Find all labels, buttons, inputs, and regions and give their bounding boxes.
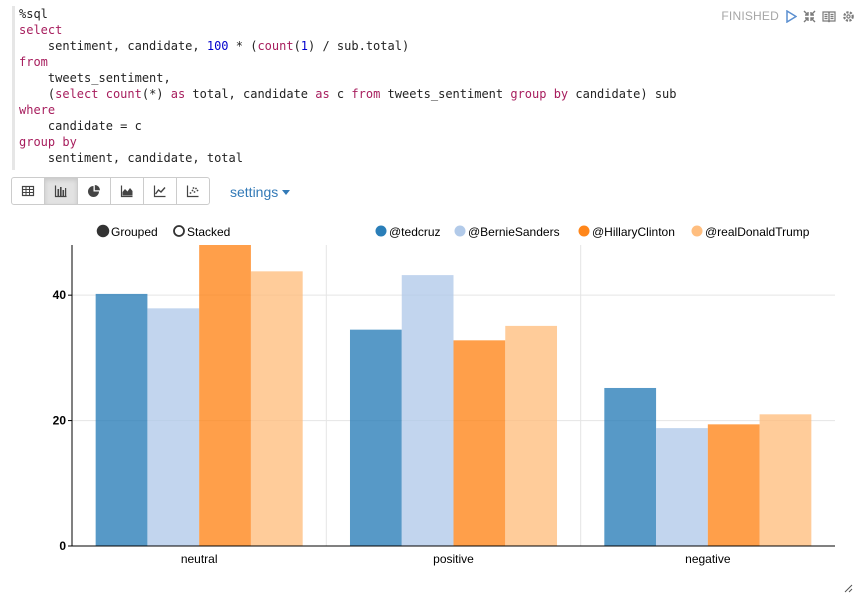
code-token: from [351, 87, 381, 101]
x-tick-label: neutral [181, 552, 218, 566]
sql-editor[interactable]: %sql select sentiment, candidate, 100 * … [12, 6, 712, 170]
x-tick-label: positive [433, 552, 474, 566]
code-line: candidate = c [19, 119, 142, 133]
scatter-chart-icon [186, 185, 199, 198]
bar[interactable] [95, 293, 148, 546]
area-chart-button[interactable] [110, 177, 144, 205]
code-token: total, candidate [185, 87, 316, 101]
grouped-label[interactable]: Grouped [111, 225, 158, 239]
legend-label[interactable]: @tedcruz [389, 225, 441, 239]
y-tick-label: 0 [59, 539, 66, 553]
legend-swatch[interactable] [691, 225, 703, 237]
scatter-chart-button[interactable] [176, 177, 210, 205]
area-chart-icon [120, 185, 133, 198]
bar[interactable] [199, 245, 251, 546]
visualization-toolbar [11, 177, 210, 205]
status-text: FINISHED [721, 9, 779, 23]
bar-chart: 0 20 40 neutral positive negative Grouped Stack… [53, 224, 835, 566]
code-line: %sql [19, 7, 48, 21]
code-line: sentiment, candidate, 100 * (count(1) / … [19, 39, 409, 53]
code-token: %sql [19, 7, 48, 21]
code-line: sentiment, candidate, total [19, 151, 243, 165]
code-line: (select count(*) as total, candidate as … [19, 87, 677, 101]
settings-dropdown[interactable]: settings [230, 184, 291, 200]
code-token: c [329, 87, 352, 101]
table-icon [21, 185, 35, 197]
code-token: group by [510, 87, 569, 101]
code-line: tweets_sentiment, [19, 71, 171, 85]
code-token: where [19, 103, 56, 117]
settings-label: settings [230, 184, 279, 200]
bar[interactable] [604, 387, 657, 546]
bar-chart-button[interactable] [44, 177, 78, 205]
gear-icon[interactable] [842, 10, 855, 23]
code-token: sentiment, candidate, [19, 39, 207, 53]
code-token: 100 [206, 39, 229, 53]
code-token: count [105, 87, 142, 101]
collapse-icon[interactable] [803, 10, 816, 23]
code-token: as [170, 87, 186, 101]
code-line: from [19, 55, 48, 69]
stacked-label[interactable]: Stacked [187, 225, 230, 239]
y-tick-label: 40 [53, 288, 67, 302]
code-token: count [257, 39, 294, 53]
sql-code[interactable]: %sql select sentiment, candidate, 100 * … [19, 6, 712, 166]
x-tick-label: negative [685, 552, 731, 566]
paragraph-status-bar: FINISHED [721, 9, 855, 23]
legend-swatch[interactable] [578, 225, 590, 237]
bar-chart-icon [54, 185, 67, 198]
code-token: sentiment, candidate, total [19, 151, 243, 165]
bar[interactable] [250, 271, 303, 546]
code-token: from [19, 55, 48, 69]
bar[interactable] [656, 428, 708, 546]
book-icon[interactable] [822, 10, 836, 23]
bar[interactable] [147, 308, 200, 546]
y-tick-label: 20 [53, 414, 67, 428]
bar[interactable] [505, 325, 558, 546]
legend-swatch[interactable] [454, 225, 466, 237]
code-token: (*) [141, 87, 171, 101]
code-token: tweets_sentiment [380, 87, 511, 101]
bar[interactable] [759, 414, 812, 546]
code-line: select [19, 23, 62, 37]
code-token: select [55, 87, 99, 101]
line-chart-icon [153, 185, 166, 198]
code-line: group by [19, 135, 77, 149]
stacked-radio[interactable] [173, 225, 185, 237]
bar[interactable] [707, 424, 760, 546]
code-token: * ( [228, 39, 258, 53]
line-chart-button[interactable] [143, 177, 177, 205]
code-token: candidate = c [19, 119, 142, 133]
chevron-down-icon [282, 189, 291, 195]
code-token: tweets_sentiment, [19, 71, 171, 85]
code-token: ( [19, 87, 56, 101]
code-token: as [315, 87, 330, 101]
code-token: select [19, 23, 63, 37]
legend-swatch[interactable] [375, 225, 387, 237]
code-token: group by [19, 135, 77, 149]
code-token [98, 87, 105, 101]
run-icon[interactable] [785, 9, 797, 23]
resize-handle-icon[interactable] [844, 584, 853, 593]
code-token: ( [293, 39, 301, 53]
legend-label[interactable]: @HillaryClinton [592, 225, 675, 239]
table-view-button[interactable] [11, 177, 45, 205]
code-token: 1 [300, 39, 309, 53]
bar[interactable] [453, 340, 506, 546]
code-token: candidate) sub [568, 87, 677, 101]
legend-label[interactable]: @realDonaldTrump [705, 225, 810, 239]
pie-chart-button[interactable] [77, 177, 111, 205]
code-line: where [19, 103, 55, 117]
code-token: ) / sub.total) [308, 39, 410, 53]
grouped-radio[interactable] [96, 224, 110, 238]
bar[interactable] [349, 329, 402, 546]
legend-label[interactable]: @BernieSanders [468, 225, 560, 239]
bar[interactable] [401, 275, 454, 546]
pie-chart-icon [88, 185, 100, 197]
